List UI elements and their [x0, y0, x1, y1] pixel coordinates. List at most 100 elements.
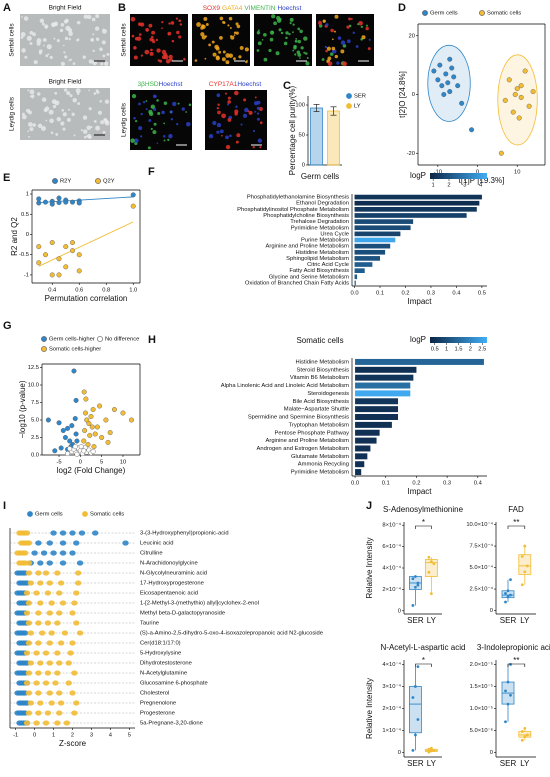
chart-title: FAD	[508, 505, 524, 514]
point	[506, 595, 510, 599]
significance: *	[422, 656, 425, 665]
dot	[50, 530, 57, 536]
dot	[54, 650, 61, 656]
dot	[44, 710, 52, 716]
y-tick-label: 4×10⁻⁴	[382, 565, 401, 572]
dot	[42, 720, 50, 726]
cell	[63, 88, 68, 92]
cell	[289, 22, 292, 25]
y-tick-label: 6×10⁻⁴	[382, 543, 401, 550]
cell	[32, 32, 36, 37]
cell	[142, 100, 146, 104]
cell	[258, 29, 260, 32]
row-label: Leydig cells	[121, 102, 128, 137]
cell	[52, 104, 57, 109]
cell	[219, 129, 224, 134]
cell	[300, 46, 304, 50]
dot	[37, 600, 44, 606]
point	[520, 554, 524, 558]
cell	[201, 24, 206, 29]
cell	[235, 22, 239, 26]
point	[43, 199, 49, 205]
dot	[69, 610, 76, 616]
point	[56, 200, 62, 206]
cell	[21, 48, 26, 53]
cell	[244, 107, 249, 113]
cell	[153, 122, 157, 126]
point	[432, 562, 436, 566]
significance-bracket	[415, 525, 432, 529]
cell	[91, 17, 96, 22]
category-label: Trehalose Degradation	[290, 219, 349, 225]
row-label: 5-Hydroxylysine	[140, 651, 181, 657]
point	[45, 417, 51, 423]
cell	[330, 28, 334, 33]
point	[65, 425, 71, 431]
cell	[322, 19, 326, 23]
y-tick-label: 2.5	[31, 435, 39, 441]
stain-name: Hoechst	[159, 81, 183, 88]
bar	[354, 274, 358, 280]
cell	[256, 100, 261, 105]
cell	[233, 34, 236, 36]
y-tick-label: 7.5×10⁻⁴	[470, 543, 494, 550]
bar	[354, 219, 414, 224]
cell	[27, 130, 30, 133]
cell	[102, 28, 105, 31]
cell	[263, 32, 267, 37]
x-tick-label: -1	[13, 733, 18, 739]
dot	[46, 540, 53, 546]
cell	[352, 31, 355, 35]
chart-title: N-Acetyl-L-aspartic acid	[381, 643, 466, 652]
cell	[340, 49, 345, 54]
y-tick-label: 0.5	[21, 212, 29, 218]
cell	[201, 35, 206, 40]
cell	[86, 134, 89, 138]
cell	[152, 40, 156, 44]
category-label: Arginine and Proline Metabolism	[266, 438, 350, 444]
legend-label: Somatic cells-higher	[49, 347, 101, 353]
x-tick-label: 0.2	[412, 481, 420, 487]
cell	[140, 135, 143, 138]
cell	[43, 108, 48, 113]
point	[514, 86, 520, 92]
cell	[256, 49, 260, 52]
cell	[72, 98, 77, 103]
colorbar-label: logP	[410, 335, 426, 344]
y-tick-label: 2×10⁻⁴	[382, 586, 401, 593]
row-label: Relative Intensity	[365, 678, 374, 739]
x-tick-label: 0.5	[478, 291, 486, 297]
cell	[348, 17, 352, 21]
dot	[56, 610, 63, 616]
point	[523, 735, 527, 739]
cell	[275, 15, 281, 21]
point	[416, 583, 420, 587]
dot	[25, 600, 33, 606]
bar	[310, 107, 323, 166]
cell	[170, 21, 175, 25]
legend-marker	[95, 178, 101, 184]
cell	[224, 92, 228, 95]
legend-label: No difference	[105, 337, 139, 343]
x-tick-label: 0.6	[75, 288, 83, 294]
x-tick-label: 0.3	[443, 481, 451, 487]
dot	[35, 640, 42, 646]
point	[89, 424, 95, 430]
panel-label: H	[148, 334, 156, 346]
dot	[57, 640, 65, 646]
row-label: Citrulline	[140, 551, 163, 557]
cell	[130, 16, 136, 22]
cell	[212, 120, 217, 126]
micrograph	[316, 14, 374, 67]
legend-label: Germ cells	[430, 11, 458, 17]
cell	[243, 98, 247, 102]
row-label: Eicosapentaenoic acid	[140, 591, 198, 597]
y-tick-label: 10.0	[28, 383, 39, 389]
row-label: Cholesterol	[140, 691, 169, 697]
cell	[87, 14, 92, 20]
point	[103, 417, 109, 423]
point	[509, 593, 512, 597]
image-background	[316, 14, 374, 66]
bar	[354, 256, 381, 261]
y-tick-label: 1.0×10⁻⁵	[470, 705, 494, 712]
